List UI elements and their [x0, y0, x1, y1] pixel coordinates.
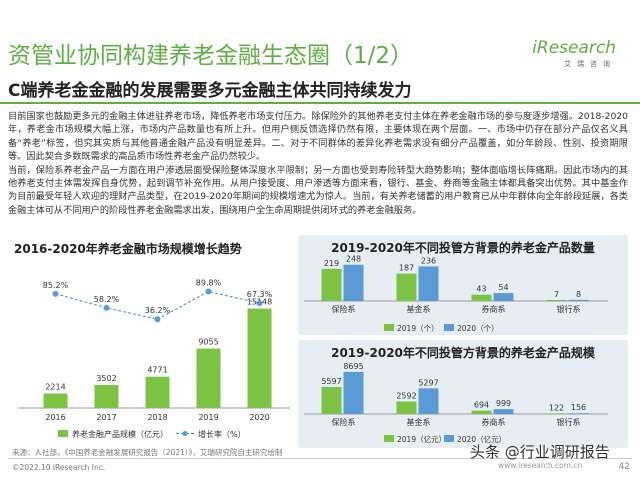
- x-tick-2020: 2020: [249, 413, 269, 422]
- bar-银行系-0: [546, 413, 567, 415]
- legend-swatch-1: [444, 324, 454, 331]
- x-tick-保险系: 保险系: [332, 304, 356, 314]
- growth-point-2016: [52, 290, 59, 297]
- bar-label-券商系-1: 999: [496, 399, 511, 408]
- bar-label-券商系-1: 54: [498, 283, 508, 292]
- bar-银行系-1: [568, 413, 589, 415]
- bar-label-保险系-1: 8695: [343, 362, 363, 371]
- product-count-chart: 219 248 保险系 187 236 基金系 43 54 券商系 7 8 银行系 2019（个） 202…: [304, 255, 608, 333]
- x-tick-2018: 2018: [147, 413, 167, 422]
- legend-swatch-0: [384, 324, 394, 331]
- bar-label-银行系-1: 8: [576, 290, 581, 299]
- legend-label-1: 2020（亿元）: [457, 434, 506, 444]
- bar-label-基金系-1: 236: [421, 256, 436, 265]
- bar-基金系-1: [418, 266, 439, 301]
- bar-label-券商系-0: 43: [476, 285, 486, 294]
- legend-bar-swatch: [58, 430, 68, 437]
- bar-label-2017: 3502: [96, 374, 116, 383]
- bar-2019: [196, 348, 221, 408]
- bar-银行系-0: [546, 299, 567, 301]
- bar-label-券商系-0: 694: [474, 401, 489, 410]
- body-paragraph-1: 目前国家也鼓励更多元的金融主体进驻养老市场，降低养老市场支付压力。除保险外的其他…: [8, 111, 628, 163]
- bar-label-保险系-0: 5597: [321, 377, 341, 386]
- legend-swatch-1: [444, 435, 454, 442]
- bar-label-银行系-1: 156: [571, 403, 586, 412]
- bar-label-银行系-0: 122: [549, 403, 564, 412]
- x-tick-2016: 2016: [45, 413, 65, 422]
- left-chart-title: 2016-2020年养老金融市场规模增长趋势: [14, 242, 242, 256]
- growth-label-2020: 67.3%: [247, 290, 273, 299]
- bar-2017: [94, 385, 119, 408]
- legend-label-0: 2019（亿元）: [397, 434, 446, 444]
- x-tick-2019: 2019: [198, 413, 218, 422]
- x-tick-基金系: 基金系: [407, 304, 431, 314]
- bar-2018: [145, 376, 170, 408]
- bar-label-保险系-0: 219: [324, 259, 339, 268]
- page-number: 42: [618, 462, 630, 472]
- right-top-chart-title: 2019-2020年不同投管方背景的养老金产品数量: [331, 241, 595, 255]
- growth-point-2020: [256, 300, 263, 307]
- page-subtitle: C端养老金金融的发展需要多元金融主体共同持续发力: [8, 81, 412, 101]
- bar-label-银行系-0: 7: [554, 290, 559, 299]
- bar-2020: [247, 308, 272, 408]
- bar-券商系-1: [493, 293, 514, 301]
- bar-2016: [43, 393, 68, 408]
- x-tick-券商系: 券商系: [482, 417, 506, 427]
- page-title: 资管业协同构建养老金融生态圈（1/2）: [8, 43, 414, 69]
- x-tick-券商系: 券商系: [482, 304, 506, 314]
- legend-label-1: 2020（个）: [457, 324, 499, 333]
- legend-line-label: 增长率（%）: [198, 429, 246, 439]
- growth-point-2018: [154, 316, 161, 323]
- growth-point-2017: [103, 304, 110, 311]
- legend-line-dot: [182, 431, 188, 436]
- logo-main-text: iResearch: [532, 38, 616, 58]
- x-tick-银行系: 银行系: [557, 417, 581, 427]
- x-tick-银行系: 银行系: [557, 304, 581, 314]
- iresearch-logo: iResearch 艾瑞咨询: [532, 38, 616, 69]
- bar-label-基金系-0: 187: [399, 264, 414, 273]
- bar-保险系-0: [321, 268, 342, 301]
- bar-保险系-1: [343, 371, 364, 414]
- market-size-chart: 2214201635022017477120189055201915148202…: [18, 278, 290, 439]
- legend-bar-label: 养老金融产品规模（亿元）: [72, 429, 168, 439]
- bar-基金系-1: [418, 388, 439, 414]
- bar-label-保险系-1: 248: [346, 255, 361, 264]
- growth-label-2016: 85.2%: [43, 281, 69, 290]
- title-divider: [0, 102, 640, 104]
- body-paragraph-2: 当前，保险系养老金产品一方面在用户渗透层面受保险整体深度水平限制；另一方面也受到…: [8, 164, 628, 216]
- legend-label-0: 2019（个）: [397, 324, 439, 333]
- x-tick-2017: 2017: [96, 413, 116, 422]
- copyright: ©2022.10 iResearch Inc.: [12, 463, 106, 472]
- bar-银行系-1: [568, 299, 589, 301]
- bar-券商系-1: [493, 409, 514, 414]
- bar-label-2016: 2214: [45, 382, 65, 391]
- bar-保险系-0: [321, 386, 342, 414]
- bar-label-2018: 4771: [147, 366, 167, 375]
- growth-label-2018: 36.2%: [145, 306, 171, 315]
- bar-label-基金系-0: 2592: [396, 391, 416, 400]
- bar-基金系-0: [396, 401, 417, 414]
- growth-label-2019: 89.8%: [196, 278, 222, 287]
- x-tick-保险系: 保险系: [332, 417, 356, 427]
- website: www.iresearch.com.cn: [498, 461, 583, 470]
- bar-基金系-0: [396, 273, 417, 301]
- growth-label-2017: 58.2%: [94, 295, 120, 304]
- body-text: 目前国家也鼓励更多元的金融主体进驻养老市场，降低养老市场支付压力。除保险外的其他…: [8, 110, 628, 217]
- logo-sub-text: 艾瑞咨询: [564, 60, 616, 68]
- x-tick-基金系: 基金系: [407, 417, 431, 427]
- source-note: 来源：人社部，《中国养老金融发展研究报告（2021）》，艾瑞研究院自主研究绘制: [12, 448, 283, 457]
- bar-券商系-0: [471, 294, 492, 301]
- right-bottom-chart-title: 2019-2020年不同投管方背景的养老金产品规模: [331, 346, 595, 360]
- bar-保险系-1: [343, 264, 364, 301]
- bar-券商系-0: [471, 410, 492, 414]
- footer-divider: [8, 458, 632, 459]
- bar-label-2019: 9055: [198, 338, 218, 347]
- watermark: 头条 @行业调研报告: [470, 443, 610, 461]
- legend-swatch-0: [384, 435, 394, 442]
- growth-point-2019: [205, 288, 212, 295]
- bar-label-基金系-1: 5297: [418, 378, 438, 387]
